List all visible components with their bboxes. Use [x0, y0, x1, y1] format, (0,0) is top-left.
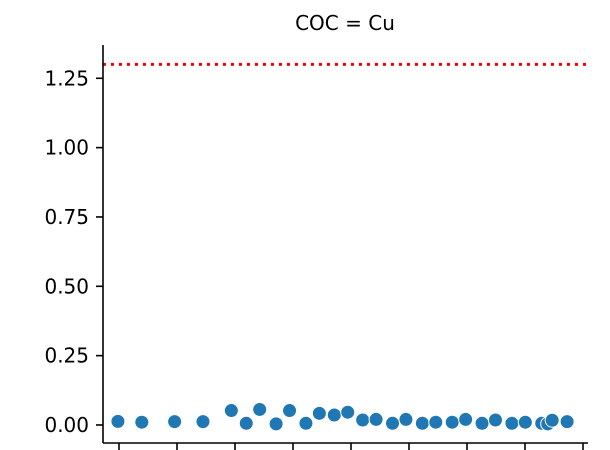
data-point — [428, 414, 444, 430]
axes: 0.00 0.25 0.50 0.75 1.00 1.25 — [44, 45, 588, 450]
data-point — [487, 412, 503, 428]
data-point — [444, 414, 460, 430]
data-point — [368, 411, 384, 427]
y-tick-label: 0.75 — [44, 205, 89, 229]
data-point — [326, 407, 342, 423]
data-point — [414, 415, 430, 431]
y-tick-label: 1.25 — [44, 66, 89, 90]
data-point — [504, 415, 520, 431]
data-point — [252, 401, 268, 417]
data-point — [517, 414, 533, 430]
data-point — [559, 414, 575, 430]
data-points — [110, 401, 575, 432]
data-point — [355, 412, 371, 428]
data-point — [195, 414, 211, 430]
data-point — [458, 411, 474, 427]
data-point — [238, 415, 254, 431]
data-point — [474, 415, 490, 431]
y-tick-label: 0.25 — [44, 344, 89, 368]
y-tick-label: 0.00 — [44, 413, 89, 437]
y-tick-label: 0.50 — [44, 274, 89, 298]
data-point — [544, 412, 560, 428]
data-point — [298, 415, 314, 431]
data-point — [385, 415, 401, 431]
data-point — [340, 404, 356, 420]
chart-title: COC = Cu — [295, 11, 395, 35]
data-point — [311, 405, 327, 421]
data-point — [223, 403, 239, 419]
data-point — [134, 414, 150, 430]
data-point — [167, 414, 183, 430]
data-point — [398, 411, 414, 427]
data-point — [268, 416, 284, 432]
data-point — [282, 403, 298, 419]
y-tick-label: 1.00 — [44, 136, 89, 160]
data-point — [110, 413, 126, 429]
